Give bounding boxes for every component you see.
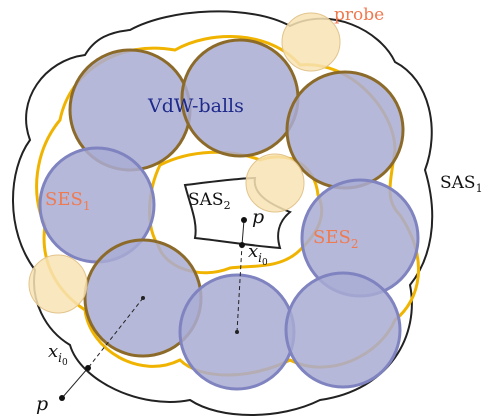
label-x-inner: xi0 bbox=[248, 241, 268, 268]
point-p-inner bbox=[241, 217, 247, 223]
vdw-ball bbox=[285, 70, 405, 190]
point-p-outer bbox=[59, 395, 65, 401]
label-sas1-base: SAS bbox=[440, 173, 476, 193]
label-x-inner-subsub: 0 bbox=[262, 258, 268, 268]
label-ses1: SES1 bbox=[45, 189, 90, 213]
label-vdw-balls: VdW-balls bbox=[147, 95, 244, 117]
point-vdw-center-outer bbox=[141, 296, 145, 300]
probe-circle-top bbox=[281, 12, 341, 72]
label-sas2: SAS2 bbox=[188, 190, 231, 212]
vdw-ball bbox=[284, 271, 402, 389]
ray-outer-dashed bbox=[87, 297, 144, 369]
label-x-outer-subsub: 0 bbox=[62, 358, 68, 368]
ray-inner-dashed bbox=[236, 244, 243, 333]
point-x-outer bbox=[85, 365, 91, 371]
label-sas1-sub: 1 bbox=[476, 182, 483, 195]
vdw-balls-group bbox=[38, 38, 420, 391]
label-x-outer: xi0 bbox=[48, 341, 68, 368]
label-x-inner-sub: i bbox=[258, 251, 262, 265]
label-sas2-sub: 2 bbox=[224, 199, 231, 212]
label-probe: probe bbox=[334, 5, 384, 25]
label-x-inner-base: x bbox=[248, 241, 258, 262]
point-vdw-center-inner bbox=[235, 330, 239, 334]
label-x-outer-base: x bbox=[48, 341, 58, 362]
label-ses1-sub: 1 bbox=[83, 199, 91, 213]
label-p-outer: p bbox=[36, 393, 48, 415]
label-ses2-base: SES bbox=[313, 227, 351, 248]
label-x-outer-sub: i bbox=[58, 351, 62, 365]
label-p-inner: p bbox=[252, 206, 264, 228]
label-sas1: SAS1 bbox=[440, 173, 483, 195]
ray-outer-solid bbox=[61, 367, 89, 399]
label-sas2-base: SAS bbox=[188, 190, 224, 210]
probe-circle-middle bbox=[245, 153, 305, 213]
sas1-outer-boundary bbox=[12, 10, 434, 416]
point-x-inner bbox=[239, 242, 245, 248]
label-ses1-base: SES bbox=[45, 189, 83, 210]
ray-inner-solid bbox=[241, 219, 245, 246]
probe-circle-left bbox=[28, 254, 88, 314]
label-ses2: SES2 bbox=[313, 227, 358, 251]
label-ses2-sub: 2 bbox=[351, 237, 359, 251]
